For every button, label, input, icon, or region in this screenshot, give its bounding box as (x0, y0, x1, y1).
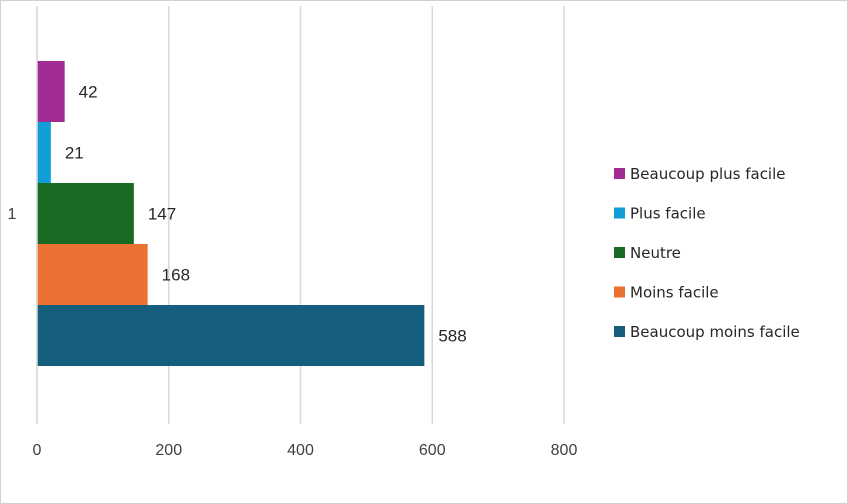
data-label: 21 (65, 144, 84, 163)
legend-swatch (614, 168, 625, 179)
x-tick-label: 400 (287, 442, 314, 459)
x-tick-label: 600 (419, 442, 446, 459)
data-label: 588 (438, 327, 466, 346)
legend-swatch (614, 247, 625, 258)
x-tick-label: 200 (155, 442, 182, 459)
bar (37, 244, 148, 305)
bar (37, 305, 425, 366)
legend-label: Beaucoup plus facile (630, 165, 786, 183)
legend-swatch (614, 326, 625, 337)
legend-label: Plus facile (630, 205, 706, 223)
data-label: 147 (148, 205, 176, 224)
legend-label: Beaucoup moins facile (630, 323, 800, 341)
legend-label: Moins facile (630, 284, 719, 302)
x-tick-label: 0 (33, 442, 42, 459)
legend-label: Neutre (630, 244, 681, 262)
legend-swatch (614, 286, 625, 298)
data-label: 42 (79, 83, 98, 102)
bar (37, 183, 134, 244)
x-tick-label: 800 (551, 442, 578, 459)
data-label: 168 (162, 266, 190, 285)
bar (37, 122, 51, 183)
bar (37, 61, 65, 122)
legend-swatch (614, 207, 625, 219)
category-label: 1 (8, 206, 17, 223)
